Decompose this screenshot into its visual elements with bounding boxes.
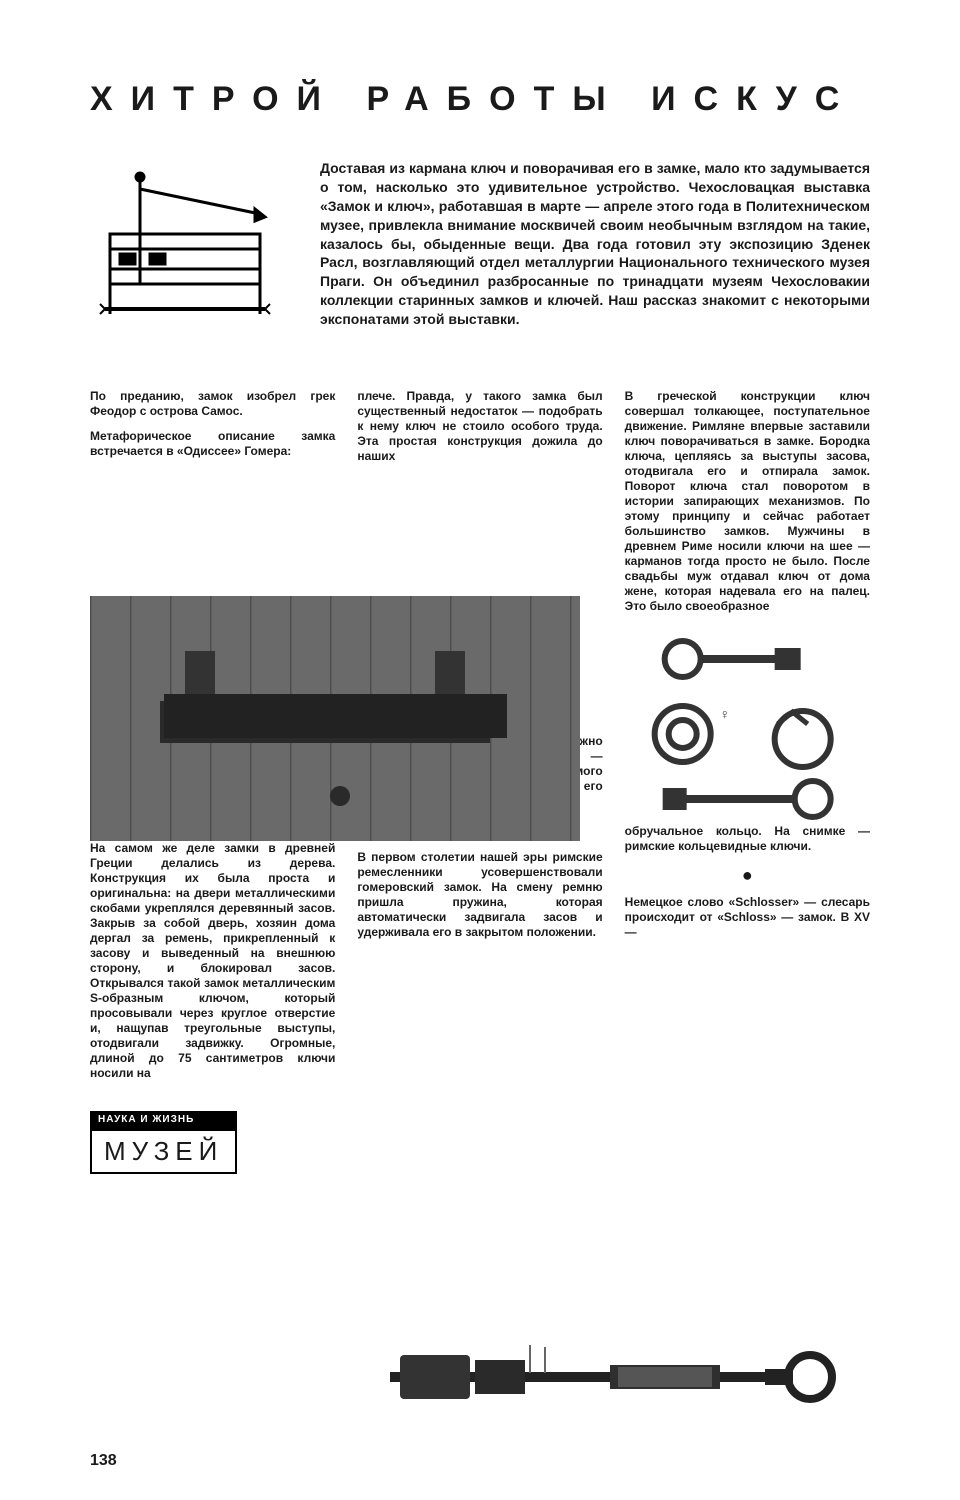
separator-dot-2: ●: [625, 864, 870, 887]
badge-main: МУЗЕЙ: [90, 1129, 237, 1174]
col3-p3: Немецкое слово «Schlosser» — слесарь про…: [625, 895, 870, 940]
col1-p3: На самом же деле замки в древней Греции …: [90, 841, 335, 1081]
intro-row: Доставая из кармана ключ и поворачивая е…: [90, 159, 870, 339]
ring-keys-photo: ♀: [625, 624, 870, 824]
col3-p1: В греческой конструкции ключ совершал то…: [625, 389, 870, 614]
lock-diagram: [90, 159, 290, 339]
col1-p1: По преданию, замок изобрел грек Феодор с…: [90, 389, 335, 419]
badge-top: НАУКА И ЖИЗНЬ: [90, 1111, 237, 1130]
page-title: ХИТРОЙ РАБОТЫ ИСКУС: [90, 80, 870, 119]
svg-text:♀: ♀: [719, 706, 730, 722]
col3-p2: обручальное кольцо. На снимке — римские …: [625, 824, 870, 854]
column-3: В греческой конструкции ключ совершал то…: [625, 389, 870, 1174]
long-key-photo: [360, 1325, 860, 1425]
col2-p3: В первом столетии нашей эры римские реме…: [357, 850, 602, 940]
intro-text: Доставая из кармана ключ и поворачивая е…: [320, 159, 870, 339]
col1-p2: Метафорическое описание замка встречаетс…: [90, 429, 335, 459]
page-number: 138: [90, 1452, 117, 1470]
wooden-lock-photo: [90, 596, 580, 841]
col2-p1: плече. Правда, у такого замка был сущест…: [357, 389, 602, 464]
museum-badge: НАУКА И ЖИЗНЬ МУЗЕЙ: [90, 1111, 237, 1174]
